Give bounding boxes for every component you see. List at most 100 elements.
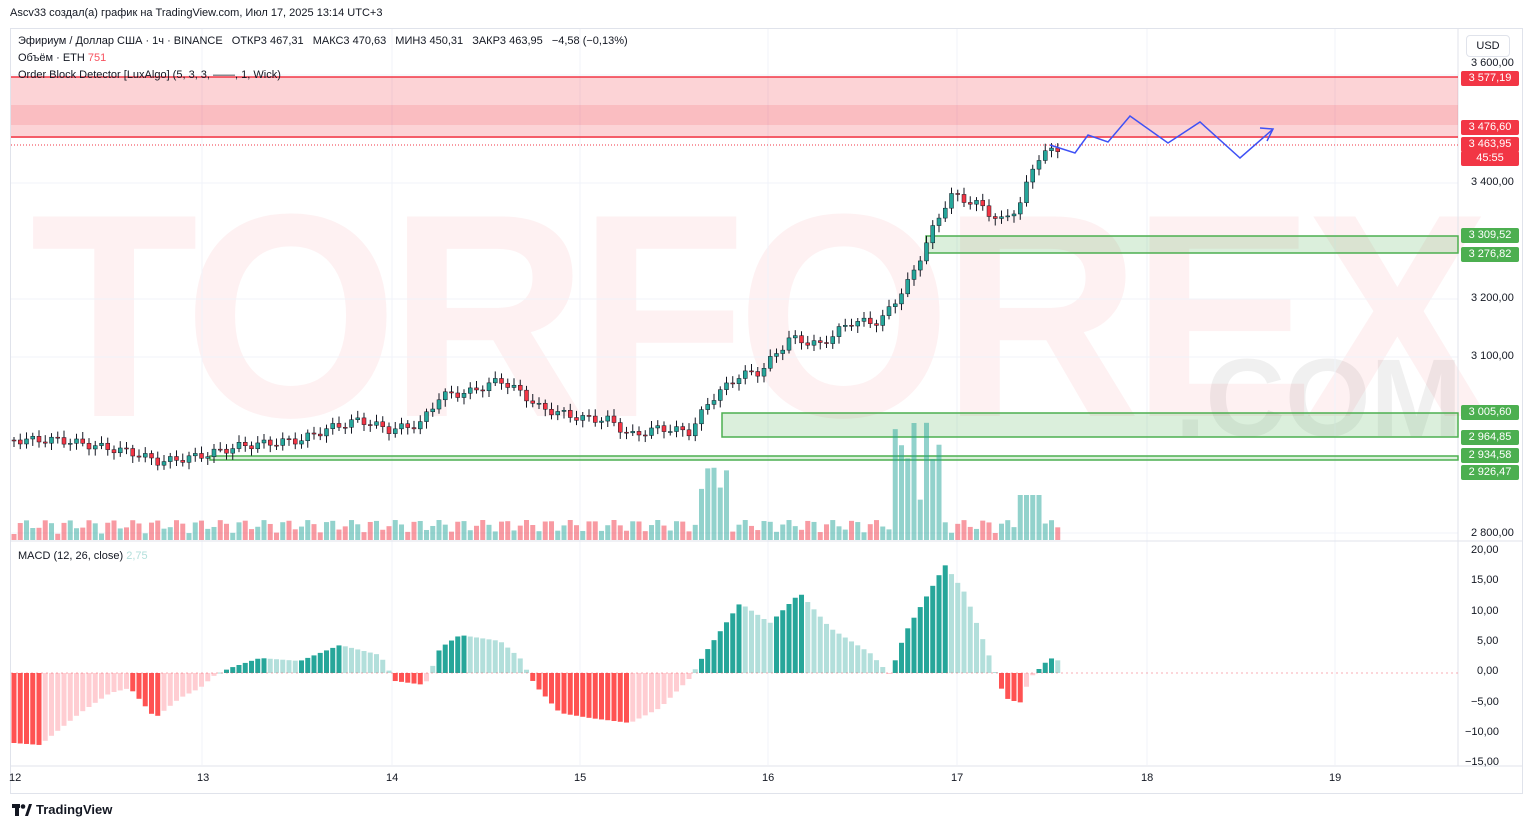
volume-bar [680,521,686,540]
candle-body [836,326,842,337]
macd-bar [1036,669,1042,673]
macd-bar [305,657,311,673]
candle-body [1036,160,1042,170]
macd-bar [30,673,36,745]
volume-bar [949,532,954,540]
macd-histogram [11,565,1061,745]
macd-bar [92,673,98,703]
macd-bar [886,673,892,674]
macd-bar [974,622,979,673]
volume-bar [567,520,573,540]
volume-bar [586,521,592,540]
volume-bar [517,525,523,540]
volume-bar [236,522,242,540]
chart-credit: Ascv33 создал(а) график на TradingView.c… [10,7,383,19]
volume-bars [11,422,1061,540]
volume-bar [692,524,698,540]
price-tag-bull-1-top: 3 309,52 [1461,228,1519,243]
macd-bar [667,673,673,698]
volume-bar [636,521,642,540]
legend-volume[interactable]: Объём · ETH 751 [18,52,106,64]
macd-axis-label: 0,00 [1477,665,1499,677]
volume-bar [42,520,48,540]
price-tag-bear-top: 3 577,19 [1461,71,1519,86]
candle-body [111,449,117,454]
candle-body [324,428,329,437]
candle-body [1005,215,1010,218]
volume-bar [617,525,623,540]
volume-bar [699,488,704,540]
chart-frame[interactable] [10,28,1523,794]
volume-bar [124,527,129,540]
macd-bar [561,673,567,714]
currency-button[interactable]: USD [1466,35,1510,57]
volume-bar [892,429,898,540]
volume-bar [430,525,436,540]
macd-bar [811,609,817,673]
candle-body [1018,202,1023,215]
candle-body [43,441,48,444]
candle-body [905,279,910,295]
candle-body [943,207,948,219]
volume-bar [836,526,842,540]
macd-bar [299,660,304,673]
candle-body [186,455,192,463]
macd-bar [480,638,486,673]
candle-body [743,370,748,379]
volume-bar [149,522,154,540]
macd-bar [867,653,873,673]
candle-body [786,337,792,351]
macd-bar [999,673,1004,689]
legend-main: Эфириум / Доллар США · 1ч · BINANCE ОТКР… [18,35,634,47]
candle-body [468,387,473,394]
candle-body [986,205,992,217]
macd-bar [380,659,386,673]
time-axis-label: 19 [1329,772,1342,784]
legend-indicator[interactable]: Order Block Detector [LuxAlgo] (5, 3, 3,… [18,69,281,81]
macd-bar [955,582,961,673]
candle-body [861,317,867,322]
macd-bar [399,673,404,682]
volume-bar [461,521,467,540]
macd-bar [149,673,154,714]
macd-bar [461,635,467,673]
macd-bar [117,673,123,691]
candle-body [918,260,923,271]
candle-body [143,453,148,458]
volume-bar [424,529,429,540]
volume-bar [780,524,786,540]
macd-bar [1005,673,1011,699]
volume-bar [386,526,392,540]
volume-bar [542,521,548,540]
volume-bar [717,487,723,540]
price-axis-label: 3 100,00 [1471,350,1514,362]
volume-bar [255,526,261,540]
volume-bar [186,533,192,540]
candle-body [86,443,92,450]
volume-bar [842,529,848,540]
legend-macd[interactable]: MACD (12, 26, close) 2,75 [18,550,148,562]
volume-bar [674,521,679,540]
candles [11,143,1060,471]
volume-bar [749,525,754,540]
macd-bar [486,639,492,673]
tradingview-logo[interactable]: TradingView [12,802,112,817]
macd-bar [405,673,411,683]
volume-bar [180,523,186,540]
macd-bar [17,673,23,744]
candle-body [511,384,517,388]
macd-bar [130,673,136,692]
volume-bar [274,532,279,540]
candle-body [636,431,642,436]
volume-bar [711,467,717,540]
candle-body [1030,168,1035,183]
volume-bar [117,528,123,540]
candle-body [655,425,660,429]
price-tag-bull-1-bottom: 3 276,82 [1461,247,1519,262]
volume-bar [192,522,198,540]
volume-bar [755,530,761,540]
candle-body [824,342,829,344]
macd-bar [24,673,29,744]
candle-body [724,382,729,390]
